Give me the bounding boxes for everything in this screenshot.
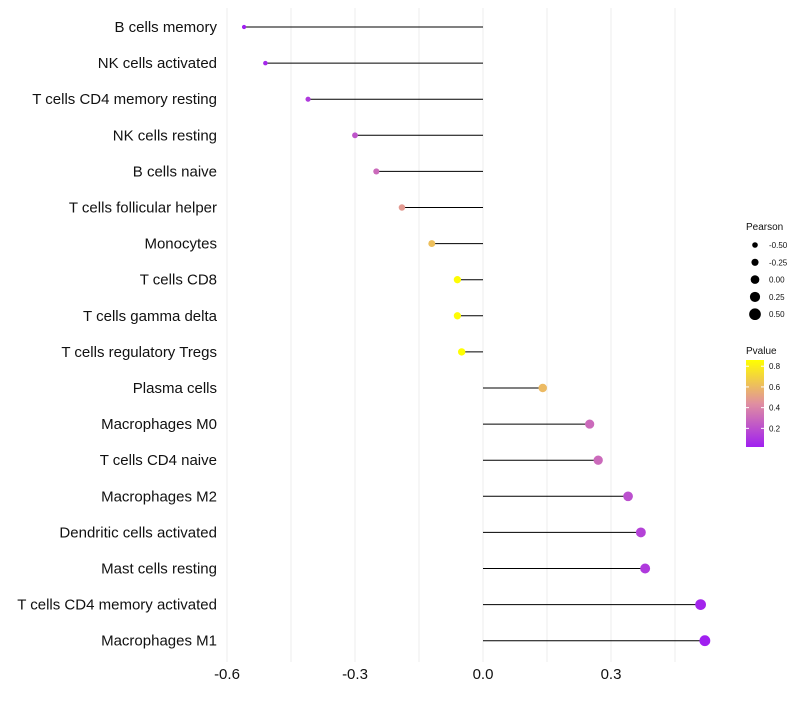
data-point xyxy=(585,419,595,429)
y-tick-label: T cells follicular helper xyxy=(69,200,217,217)
stems xyxy=(244,26,705,642)
y-tick-label: Macrophages M0 xyxy=(101,416,217,433)
size-legend-dot xyxy=(750,275,760,284)
size-legend-dot xyxy=(749,291,761,302)
y-tick-label: NK cells resting xyxy=(113,127,217,144)
y-tick-label: Macrophages M2 xyxy=(101,488,217,505)
y-tick-label: T cells CD8 xyxy=(140,272,217,289)
data-point xyxy=(453,312,462,320)
y-tick-label: T cells gamma delta xyxy=(83,308,218,325)
data-point xyxy=(453,276,462,284)
y-tick-label: B cells memory xyxy=(114,19,217,36)
size-legend-dot xyxy=(752,242,758,248)
y-tick-label: Macrophages M1 xyxy=(101,633,217,650)
size-legend-label: 0.50 xyxy=(769,310,785,319)
color-legend-label: 0.8 xyxy=(769,362,781,371)
data-point xyxy=(635,527,646,538)
size-legend-label: 0.25 xyxy=(769,293,785,302)
y-tick-label: B cells naive xyxy=(133,163,217,180)
data-point xyxy=(263,60,268,66)
color-legend-label: 0.2 xyxy=(769,424,781,433)
data-point xyxy=(373,168,380,175)
pvalue-color-legend: Pvalue 0.8 0.6 0.4 0.2 xyxy=(746,346,781,447)
data-point xyxy=(428,240,436,248)
color-legend-label: 0.4 xyxy=(769,404,781,413)
data-point xyxy=(699,635,711,647)
y-tick-label: T cells CD4 memory resting xyxy=(32,91,217,108)
y-tick-label: Plasma cells xyxy=(133,380,217,397)
data-point xyxy=(305,96,311,102)
y-tick-labels: B cells memory NK cells activated T cells … xyxy=(17,19,217,650)
data-point xyxy=(398,204,406,211)
points xyxy=(241,24,711,647)
y-tick-label: T cells CD4 naive xyxy=(100,452,217,469)
x-tick-labels: -0.6 -0.3 0.0 0.3 xyxy=(214,666,621,683)
x-tick-label: -0.3 xyxy=(342,666,368,683)
size-legend-label: -0.50 xyxy=(769,241,788,250)
color-legend-bar xyxy=(746,360,764,447)
size-legend-dot xyxy=(749,308,761,321)
x-tick-label: 0.0 xyxy=(473,666,494,683)
color-legend-label: 0.6 xyxy=(769,383,781,392)
y-tick-label: Mast cells resting xyxy=(101,561,217,578)
y-tick-label: Monocytes xyxy=(144,236,217,253)
x-tick-label: -0.6 xyxy=(214,666,240,683)
color-legend-title: Pvalue xyxy=(746,346,777,357)
grid-lines xyxy=(226,8,676,662)
size-legend-title: Pearson xyxy=(746,222,783,233)
data-point xyxy=(352,132,358,139)
data-point xyxy=(695,599,706,610)
y-tick-label: T cells regulatory Tregs xyxy=(61,344,217,361)
size-legend-label: 0.00 xyxy=(769,276,785,285)
pearson-size-legend: Pearson -0.50 -0.25 0.00 0.25 0.50 xyxy=(746,222,788,321)
data-point xyxy=(640,563,651,574)
y-tick-label: Dendritic cells activated xyxy=(59,524,217,541)
y-tick-label: NK cells activated xyxy=(98,55,217,72)
data-point xyxy=(457,348,466,356)
y-tick-label: T cells CD4 memory activated xyxy=(17,597,217,614)
data-point xyxy=(623,491,633,502)
size-legend-label: -0.25 xyxy=(769,258,788,267)
data-point xyxy=(593,455,603,465)
data-point xyxy=(538,383,547,393)
data-point xyxy=(241,24,247,30)
x-tick-label: 0.3 xyxy=(601,666,622,683)
size-legend-dot xyxy=(751,258,759,266)
